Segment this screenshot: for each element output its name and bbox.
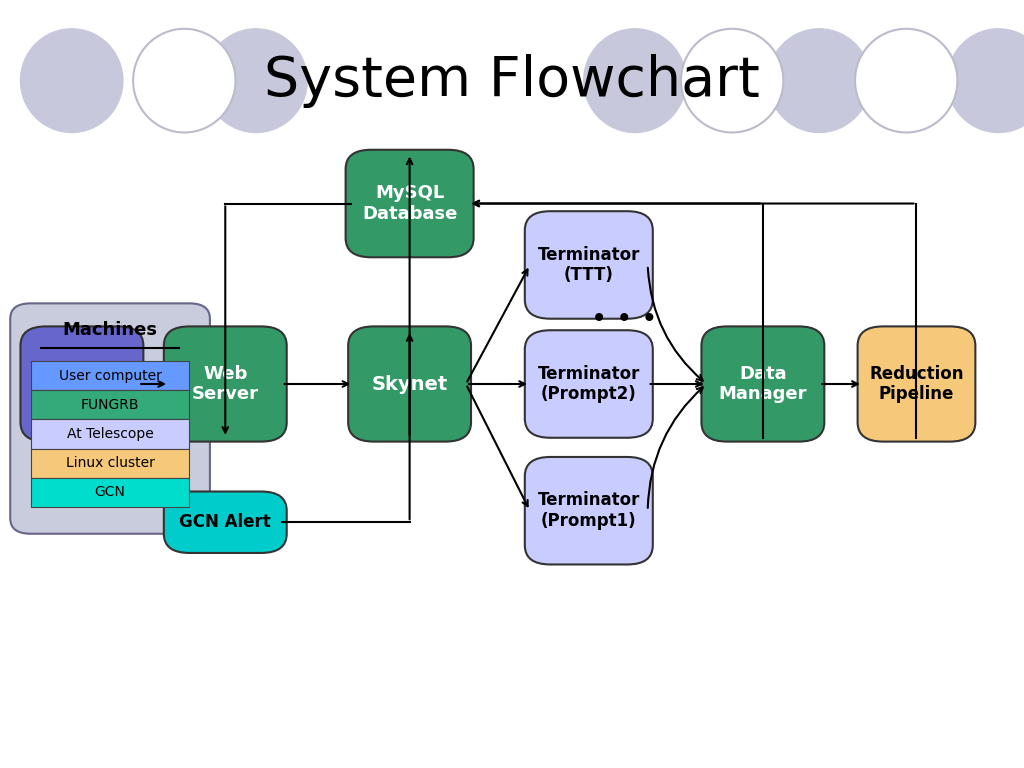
- Ellipse shape: [133, 28, 236, 133]
- Ellipse shape: [681, 28, 783, 133]
- Text: MySQL
Database: MySQL Database: [361, 184, 458, 223]
- Text: Web
Server: Web Server: [191, 365, 259, 403]
- Ellipse shape: [768, 28, 870, 133]
- FancyBboxPatch shape: [10, 303, 210, 534]
- FancyBboxPatch shape: [346, 150, 473, 257]
- Text: Linux cluster: Linux cluster: [66, 456, 155, 470]
- FancyBboxPatch shape: [524, 457, 653, 564]
- Text: System Flowchart: System Flowchart: [264, 54, 760, 108]
- Text: Terminator
(Prompt1): Terminator (Prompt1): [538, 492, 640, 530]
- FancyBboxPatch shape: [524, 211, 653, 319]
- FancyBboxPatch shape: [31, 449, 189, 478]
- Text: Terminator
(TTT): Terminator (TTT): [538, 246, 640, 284]
- FancyBboxPatch shape: [20, 326, 143, 442]
- Text: At Telescope: At Telescope: [67, 427, 154, 441]
- Ellipse shape: [947, 28, 1024, 133]
- FancyBboxPatch shape: [31, 390, 189, 419]
- Text: • • •: • • •: [592, 305, 657, 333]
- FancyBboxPatch shape: [348, 326, 471, 442]
- Text: Terminator
(Prompt2): Terminator (Prompt2): [538, 365, 640, 403]
- Text: Machines: Machines: [62, 321, 158, 339]
- Text: User computer: User computer: [58, 369, 162, 382]
- FancyBboxPatch shape: [31, 478, 189, 507]
- FancyBboxPatch shape: [858, 326, 975, 442]
- FancyBboxPatch shape: [701, 326, 824, 442]
- Text: Skynet: Skynet: [372, 375, 447, 393]
- Text: GCN: GCN: [94, 485, 126, 499]
- Ellipse shape: [855, 28, 957, 133]
- Ellipse shape: [584, 28, 686, 133]
- Text: FUNGRB: FUNGRB: [81, 398, 139, 412]
- Text: GCN Alert: GCN Alert: [179, 513, 271, 531]
- Text: Web
Browser: Web Browser: [40, 365, 124, 403]
- FancyBboxPatch shape: [164, 326, 287, 442]
- Ellipse shape: [205, 28, 307, 133]
- Ellipse shape: [20, 28, 123, 133]
- Text: Reduction
Pipeline: Reduction Pipeline: [869, 365, 964, 403]
- FancyBboxPatch shape: [164, 492, 287, 553]
- FancyBboxPatch shape: [31, 361, 189, 390]
- Text: Data
Manager: Data Manager: [719, 365, 807, 403]
- FancyBboxPatch shape: [524, 330, 653, 438]
- FancyBboxPatch shape: [31, 419, 189, 449]
